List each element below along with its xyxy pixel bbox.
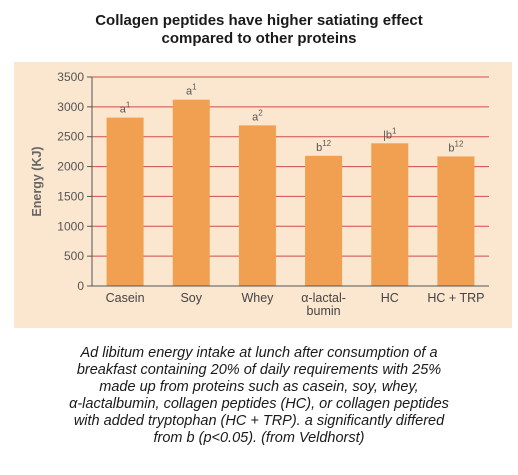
caption-line-6: from b (p<0.05). (from Veldhorst) bbox=[153, 430, 365, 446]
caption-line-5: with added tryptophan (HC + TRP). a sign… bbox=[73, 413, 445, 429]
bar-4 bbox=[371, 143, 409, 286]
caption-line-1: Ad libitum energy intake at lunch after … bbox=[80, 345, 438, 361]
caption-line-3: made up from proteins such as casein, so… bbox=[99, 379, 419, 395]
bar-label-2: a2 bbox=[252, 108, 263, 123]
caption-line-2: breakfast containing 20% of daily requir… bbox=[76, 362, 442, 378]
category-label-5: HC + TRP bbox=[427, 291, 484, 305]
bar-chart: 0 500 1000 1500 2000 2500 3000 3500 a1 Casein a1 So… bbox=[30, 70, 489, 318]
y-tick-label-2000: 2000 bbox=[57, 160, 84, 174]
category-label-1: Soy bbox=[180, 291, 202, 305]
category-label-4: HC bbox=[381, 291, 399, 305]
bar-3 bbox=[305, 155, 343, 286]
y-tick-label-500: 500 bbox=[64, 249, 84, 263]
bar-label-3: b12 bbox=[316, 139, 332, 154]
chart-title-line-1: Collagen peptides have higher satiating … bbox=[95, 12, 423, 29]
category-label-0: Casein bbox=[106, 291, 145, 305]
bar-label-4: |b1 bbox=[383, 126, 397, 141]
caption-line-4: α-lactalbumin, collagen peptides (HC), o… bbox=[69, 396, 449, 412]
y-tick-label-1500: 1500 bbox=[57, 189, 84, 203]
y-tick-label-3500: 3500 bbox=[57, 70, 84, 84]
chart-panel: 0 500 1000 1500 2000 2500 3000 3500 a1 Casein a1 So… bbox=[14, 62, 512, 328]
bar-0 bbox=[106, 117, 144, 286]
bar-label-5: b12 bbox=[448, 139, 464, 154]
chart-title-line-2: compared to other proteins bbox=[161, 30, 357, 47]
y-tick-label-3000: 3000 bbox=[57, 100, 84, 114]
category-label-2: Whey bbox=[241, 291, 274, 305]
y-tick-label-1000: 1000 bbox=[57, 219, 84, 233]
bar-2 bbox=[238, 125, 276, 286]
chart-title: Collagen peptides have higher satiating … bbox=[0, 12, 518, 48]
bar-1 bbox=[172, 99, 210, 286]
y-tick-label-0: 0 bbox=[77, 279, 84, 293]
bar-label-1: a1 bbox=[186, 83, 197, 98]
category-label-3-0: α-lactal- bbox=[301, 291, 346, 305]
category-label-3-1: bumin bbox=[307, 304, 341, 318]
bar-label-0: a1 bbox=[120, 101, 131, 116]
figure-caption: Ad libitum energy intake at lunch after … bbox=[10, 345, 508, 447]
bar-5 bbox=[437, 156, 475, 286]
y-tick-label-2500: 2500 bbox=[57, 130, 84, 144]
y-axis-title: Energy (KJ) bbox=[30, 146, 44, 216]
